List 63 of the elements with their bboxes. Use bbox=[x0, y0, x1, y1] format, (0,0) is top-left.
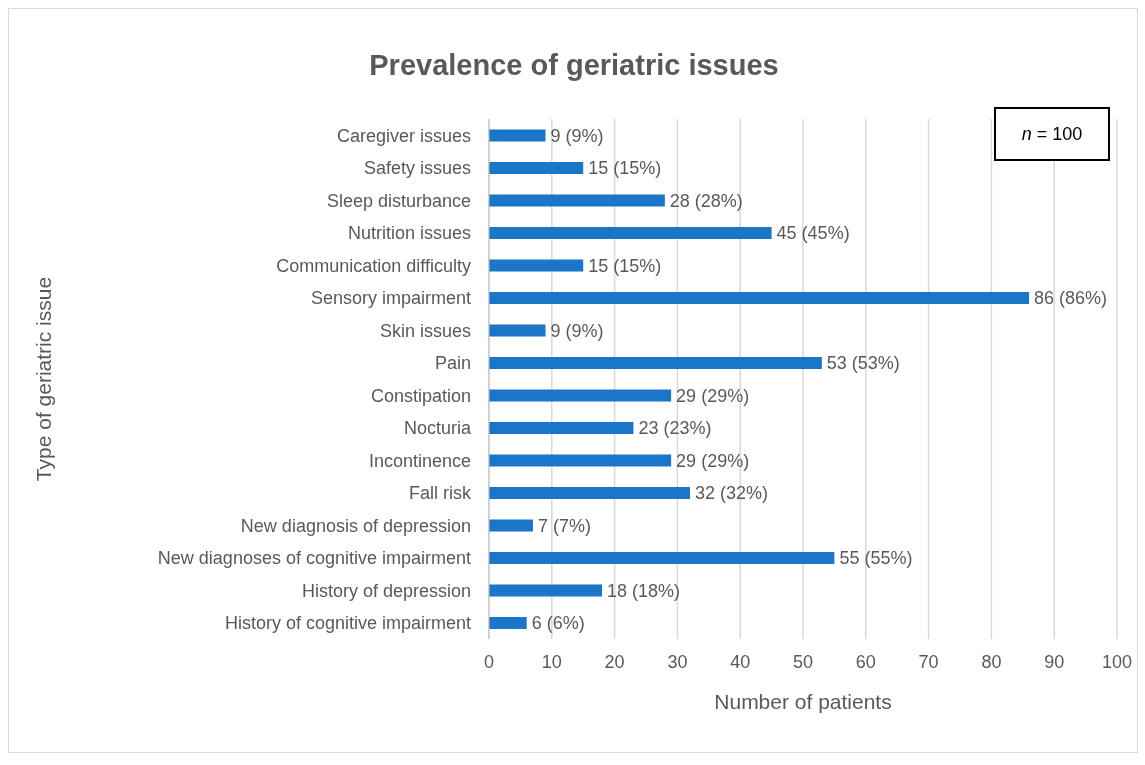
bar bbox=[489, 324, 546, 337]
bar bbox=[489, 259, 584, 272]
x-tick-label: 20 bbox=[604, 651, 625, 672]
y-tick-label: History of cognitive impairment bbox=[224, 613, 471, 634]
bar bbox=[489, 551, 835, 564]
data-label: 15 (15%) bbox=[588, 255, 662, 276]
data-label: 23 (23%) bbox=[638, 418, 712, 439]
data-label: 15 (15%) bbox=[588, 158, 662, 179]
annotation: n = 100 bbox=[1021, 123, 1083, 145]
bar bbox=[489, 486, 690, 499]
x-tick-label: 30 bbox=[667, 651, 688, 672]
y-tick-label: Incontinence bbox=[368, 450, 471, 471]
x-tick-label: 50 bbox=[792, 651, 814, 672]
x-tick-label: 100 bbox=[1101, 651, 1133, 672]
data-label: 53 (53%) bbox=[826, 353, 900, 374]
data-label: 7 (7%) bbox=[537, 515, 591, 536]
bar bbox=[489, 389, 672, 402]
y-axis-title: Type of geriatric issue bbox=[32, 276, 56, 482]
data-label: 55 (55%) bbox=[839, 548, 913, 569]
bar bbox=[489, 291, 1030, 304]
bar bbox=[489, 194, 665, 207]
y-tick-label: Pain bbox=[434, 353, 471, 374]
y-tick-label: Fall risk bbox=[409, 483, 472, 504]
x-tick-label: 80 bbox=[981, 651, 1002, 672]
y-tick-label: New diagnoses of cognitive impairment bbox=[157, 548, 471, 569]
data-label: 86 (86%) bbox=[1034, 288, 1108, 309]
bar bbox=[489, 519, 533, 532]
bar bbox=[489, 454, 672, 467]
data-label: 29 (29%) bbox=[676, 450, 750, 471]
chart-title: Prevalence of geriatric issues bbox=[368, 49, 780, 82]
x-tick-label: 90 bbox=[1044, 651, 1065, 672]
x-tick-label: 0 bbox=[483, 651, 495, 672]
x-tick-label: 70 bbox=[918, 651, 939, 672]
bar bbox=[489, 356, 822, 369]
y-tick-label: Nocturia bbox=[403, 418, 472, 439]
data-label: 45 (45%) bbox=[776, 223, 850, 244]
y-tick-label: Sensory impairment bbox=[310, 288, 471, 309]
data-label: 6 (6%) bbox=[531, 613, 585, 634]
y-tick-label: History of depression bbox=[301, 580, 471, 601]
bar bbox=[489, 421, 634, 434]
y-tick-label: Nutrition issues bbox=[347, 223, 471, 244]
bar bbox=[489, 584, 603, 597]
y-tick-label: Skin issues bbox=[379, 320, 471, 341]
y-tick-label: Communication difficulty bbox=[276, 255, 471, 276]
y-tick-label: Safety issues bbox=[363, 158, 471, 179]
x-tick-label: 60 bbox=[855, 651, 876, 672]
bar bbox=[489, 616, 527, 629]
y-tick-label: New diagnosis of depression bbox=[240, 515, 471, 536]
data-label: 18 (18%) bbox=[607, 580, 681, 601]
y-tick-label: Sleep disturbance bbox=[326, 190, 471, 211]
bar bbox=[489, 226, 772, 239]
bar bbox=[489, 161, 584, 174]
data-label: 9 (9%) bbox=[550, 125, 604, 146]
data-label: 29 (29%) bbox=[676, 385, 750, 406]
x-tick-label: 10 bbox=[541, 651, 562, 672]
x-tick-label: 40 bbox=[730, 651, 751, 672]
bar bbox=[489, 129, 546, 142]
data-label: 28 (28%) bbox=[669, 190, 743, 211]
y-tick-label: Caregiver issues bbox=[336, 125, 471, 146]
data-label: 32 (32%) bbox=[694, 483, 769, 504]
data-label: 9 (9%) bbox=[550, 320, 604, 341]
y-tick-label: Constipation bbox=[370, 385, 471, 406]
x-axis-title: Number of patients bbox=[714, 690, 892, 713]
